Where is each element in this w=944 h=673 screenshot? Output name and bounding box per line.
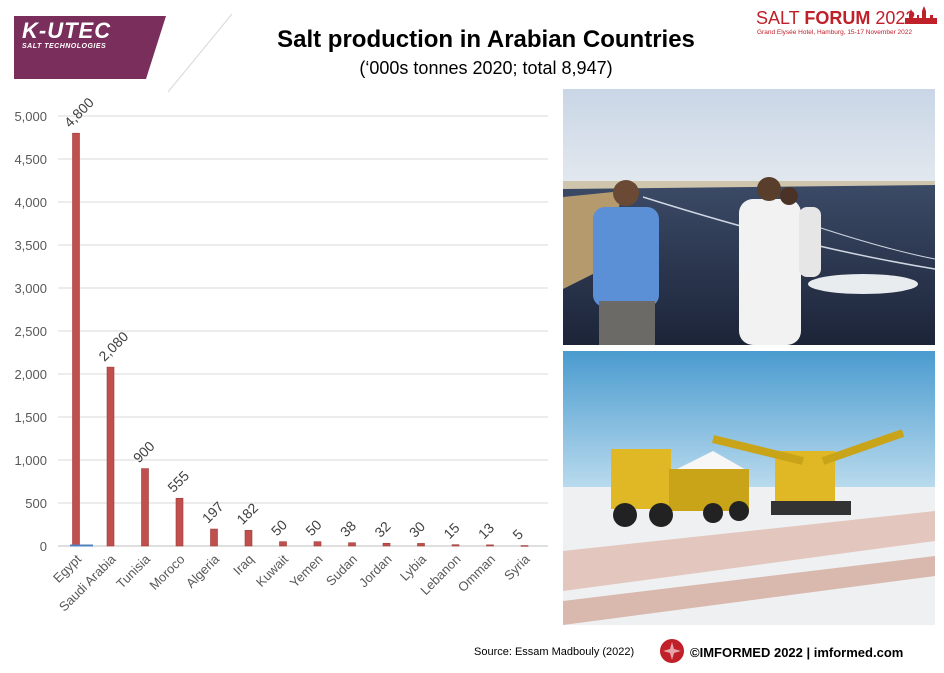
- header-divider: [167, 13, 233, 93]
- data-label: 32: [371, 518, 393, 540]
- x-tick-label: Omman: [455, 552, 498, 595]
- logo-background: [14, 16, 166, 79]
- data-label: 182: [233, 499, 261, 527]
- bar-omman: [486, 544, 494, 547]
- chart-subtitle: (‘000s tonnes 2020; total 8,947): [359, 58, 613, 78]
- data-label: 50: [302, 516, 324, 538]
- x-tick-label: Tunisia: [113, 551, 153, 591]
- bar-jordan: [382, 542, 391, 547]
- data-label: 38: [337, 517, 359, 539]
- salt-pond-inspection-photo: [563, 89, 935, 345]
- data-label: 13: [475, 520, 497, 542]
- y-tick-label: 4,000: [14, 195, 47, 210]
- copyright-notice: ©IMFORMED 2022 | imformed.com: [690, 645, 904, 660]
- logo-tagline: SALT TECHNOLOGIES: [22, 43, 107, 50]
- y-tick-label: 3,000: [14, 281, 47, 296]
- x-tick-label: Yemen: [287, 552, 326, 591]
- y-tick-label: 5,000: [14, 109, 47, 124]
- y-tick-label: 3,500: [14, 238, 47, 253]
- x-tick-label: Kuwait: [253, 551, 291, 589]
- bar-moroco: [175, 497, 184, 547]
- data-label: 50: [268, 516, 290, 538]
- y-tick-label: 1,000: [14, 453, 47, 468]
- y-tick-label: 1,500: [14, 410, 47, 425]
- x-tick-label: Iraq: [230, 552, 256, 578]
- salt-harvesting-machinery-photo: [563, 351, 935, 625]
- data-label: 5: [509, 526, 526, 543]
- bar-saudi-arabia: [106, 366, 115, 547]
- bar-algeria: [210, 528, 218, 547]
- x-tick-label: Jordan: [356, 552, 395, 591]
- data-label: 197: [199, 498, 227, 526]
- bar-chart: 0 500 1,000 1,500 2,000 2,500 3,000 3,500 4,000 4…: [14, 95, 548, 614]
- bar-kuwait: [279, 541, 287, 547]
- event-name-bold: FORUM: [804, 8, 871, 28]
- x-tick-label: Sudan: [323, 552, 360, 589]
- imformed-logo-icon: [660, 639, 684, 663]
- data-label: 4,800: [61, 95, 97, 130]
- logo-name: K-UTEC: [22, 18, 112, 43]
- y-tick-label: 0: [40, 539, 47, 554]
- bar-tunisia: [141, 468, 149, 547]
- bar-syria: [520, 545, 529, 547]
- k-utec-logo: [14, 16, 166, 79]
- data-label: 15: [440, 519, 462, 541]
- data-label: 30: [406, 518, 428, 540]
- y-tick-label: 4,500: [14, 152, 47, 167]
- source-note: Source: Essam Madbouly (2022): [474, 646, 635, 658]
- data-label: 900: [130, 438, 158, 466]
- event-name-prefix: SALT: [756, 8, 805, 28]
- bar-lybia: [417, 543, 425, 547]
- y-tick-label: 2,000: [14, 367, 47, 382]
- bar-egypt: [72, 132, 80, 547]
- data-label: 2,080: [95, 328, 131, 364]
- bar-iraq: [244, 530, 253, 547]
- y-tick-label: 2,500: [14, 324, 47, 339]
- x-tick-label: Algeria: [183, 551, 223, 591]
- event-name: SALT FORUM 2022: [756, 8, 915, 29]
- chart-title: Salt production in Arabian Countries: [277, 26, 695, 53]
- event-details: Grand Elysée Hotel, Hamburg, 15-17 Novem…: [757, 29, 912, 36]
- bar-sudan: [348, 542, 356, 547]
- hamburg-skyline-icon: [905, 6, 937, 24]
- bar-yemen: [313, 541, 322, 547]
- bar-lebanon: [451, 544, 460, 547]
- x-tick-label: Moroco: [146, 552, 187, 593]
- x-tick-label: Syria: [501, 551, 533, 583]
- y-tick-label: 500: [25, 496, 47, 511]
- data-label: 555: [164, 467, 192, 495]
